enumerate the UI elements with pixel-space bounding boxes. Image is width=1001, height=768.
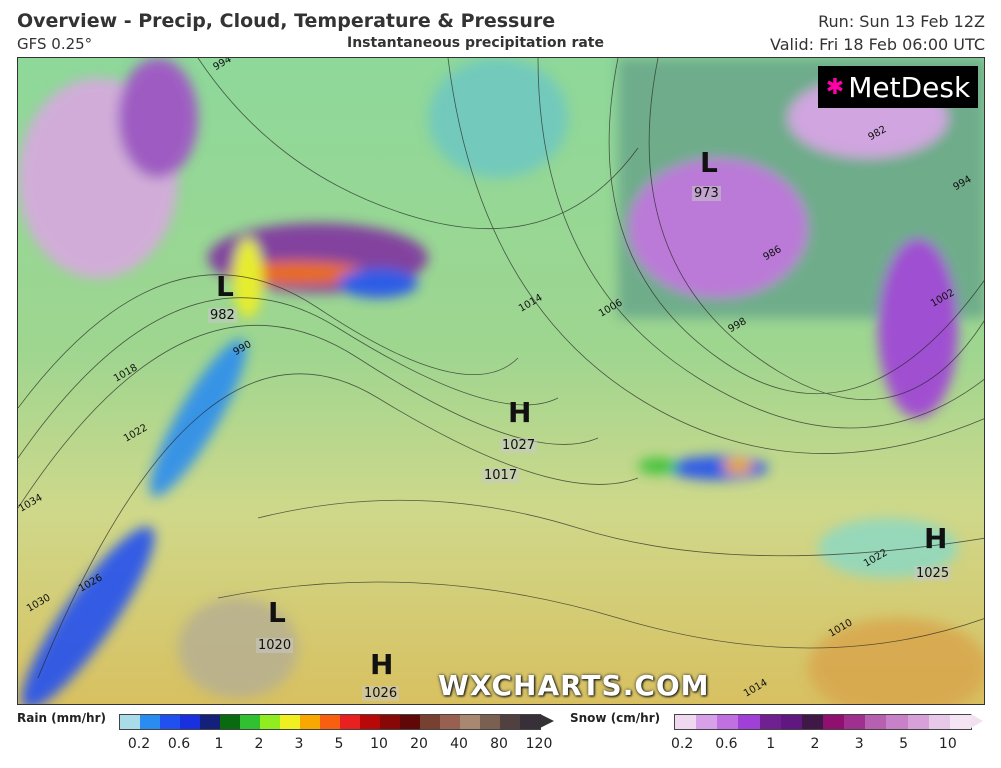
- colorbar-swatch: [759, 715, 781, 729]
- pressure-value: 982: [208, 308, 237, 323]
- high-pressure-marker: H: [924, 522, 948, 555]
- snow-colorbar-arrow: [971, 714, 983, 728]
- rain-colorbar: [119, 714, 541, 730]
- tick-label: 0.2: [671, 736, 694, 752]
- low-pressure-marker: L: [700, 146, 718, 179]
- logo-text: MetDesk: [848, 70, 971, 104]
- colorbar-swatch: [844, 715, 866, 729]
- colorbar-swatch: [160, 715, 180, 729]
- metdesk-star-icon: ✱: [825, 74, 845, 100]
- colorbar-swatch: [928, 715, 950, 729]
- pressure-value: 1027: [500, 438, 538, 453]
- tick-label: 80: [490, 736, 508, 752]
- tick-label: 10: [938, 736, 957, 752]
- colorbar-swatch: [180, 715, 200, 729]
- colorbar-swatch: [360, 715, 380, 729]
- valid-time: Valid: Fri 18 Feb 06:00 UTC: [770, 35, 985, 54]
- metdesk-logo: ✱ MetDesk: [818, 66, 978, 108]
- colorbar-swatch: [865, 715, 887, 729]
- colorbar-swatch: [440, 715, 460, 729]
- pressure-value: 1025: [914, 566, 952, 581]
- colorbar-swatch: [907, 715, 929, 729]
- colorbar-swatch: [280, 715, 300, 729]
- colorbar-swatch: [780, 715, 802, 729]
- run-time: Run: Sun 13 Feb 12Z: [818, 12, 985, 31]
- isobars: [18, 58, 984, 679]
- colorbar-swatch: [120, 715, 140, 729]
- snow-colorbar: [674, 714, 972, 730]
- tick-label: 40: [450, 736, 468, 752]
- colorbar-swatch: [400, 715, 420, 729]
- rain-ticks: 0.2 0.6 1 2 3 5 10 20 40 80 120: [119, 736, 559, 752]
- colorbar-swatch: [420, 715, 440, 729]
- tick-label: 1: [214, 736, 224, 752]
- tick-label: 0.6: [167, 736, 191, 752]
- snow-ticks: 0.2 0.6 1 2 3 5 10: [660, 736, 970, 752]
- colorbar-swatch: [260, 715, 280, 729]
- high-pressure-marker: H: [370, 648, 394, 681]
- weather-map: ✱ MetDesk L 982 L 973 H 1027 1017 H 1025 …: [17, 57, 985, 705]
- colorbar-swatch: [949, 715, 971, 729]
- colorbar-swatch: [822, 715, 845, 729]
- low-pressure-marker: L: [268, 596, 286, 629]
- rain-colorbar-arrow: [540, 714, 554, 728]
- colorbar-swatch: [460, 715, 480, 729]
- colorbar-swatch: [480, 715, 500, 729]
- pressure-value: 1017: [482, 468, 520, 483]
- tick-label: 3: [294, 736, 304, 752]
- snow-legend-label: Snow (cm/hr): [570, 711, 661, 725]
- colorbar-swatch: [500, 715, 520, 729]
- chart-title: Overview - Precip, Cloud, Temperature & …: [17, 10, 556, 32]
- model-name: GFS 0.25°: [17, 35, 93, 53]
- colorbar-swatch: [675, 715, 697, 729]
- tick-label: 10: [370, 736, 388, 752]
- pressure-value: 1020: [256, 638, 294, 653]
- tick-label: 0.2: [127, 736, 151, 752]
- tick-label: 1: [766, 736, 776, 752]
- tick-label: 0.6: [715, 736, 738, 752]
- colorbar-swatch: [300, 715, 320, 729]
- map-background: [18, 58, 984, 704]
- tick-label: 3: [854, 736, 864, 752]
- high-pressure-marker: H: [508, 396, 532, 429]
- tick-label: 120: [525, 736, 553, 752]
- tick-label: 20: [410, 736, 428, 752]
- colorbar-swatch: [886, 715, 908, 729]
- tick-label: 2: [254, 736, 264, 752]
- colorbar-swatch: [696, 715, 718, 729]
- colorbar-swatch: [320, 715, 340, 729]
- colorbar-swatch: [200, 715, 220, 729]
- colorbar-swatch: [240, 715, 260, 729]
- colorbar-swatch: [520, 715, 540, 729]
- colorbar-swatch: [140, 715, 160, 729]
- colorbar-swatch: [340, 715, 360, 729]
- colorbar-swatch: [717, 715, 739, 729]
- pressure-value: 1026: [362, 686, 400, 701]
- pressure-value: 973: [692, 186, 721, 201]
- low-pressure-marker: L: [216, 270, 234, 303]
- colorbar-swatch: [220, 715, 240, 729]
- tick-label: 2: [810, 736, 820, 752]
- chart-subtitle: Instantaneous precipitation rate: [347, 35, 604, 51]
- tick-label: 5: [899, 736, 908, 752]
- colorbar-swatch: [380, 715, 400, 729]
- rain-legend-label: Rain (mm/hr): [17, 711, 106, 725]
- colorbar-swatch: [801, 715, 823, 729]
- watermark: WXCHARTS.COM: [438, 669, 710, 702]
- colorbar-swatch: [738, 715, 760, 729]
- tick-label: 5: [334, 736, 344, 752]
